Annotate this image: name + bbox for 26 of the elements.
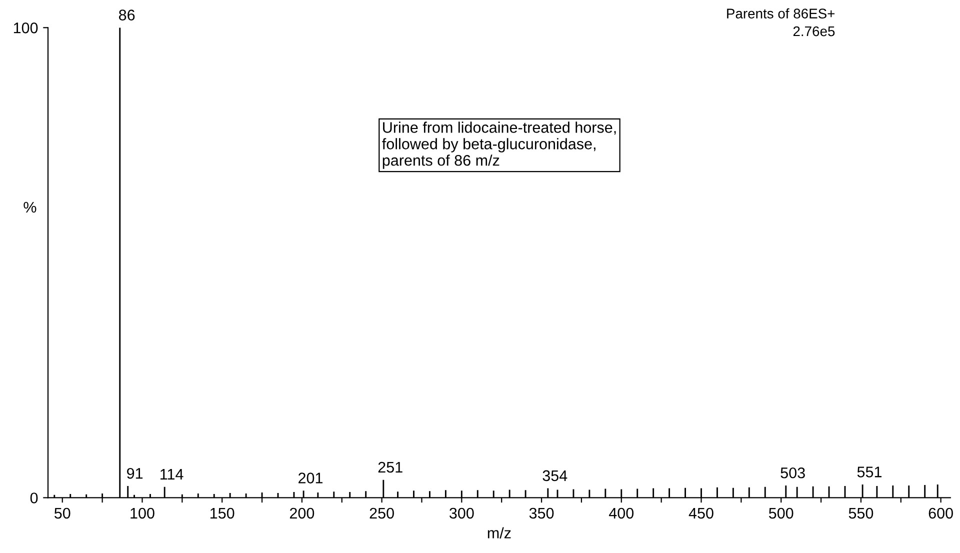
annotation: 2.76e5 <box>793 26 835 36</box>
annotation: 354 <box>542 470 568 482</box>
annotation: 551 <box>857 466 882 478</box>
x-tick-label: 300 <box>450 508 474 519</box>
x-tick-label: 150 <box>210 508 234 519</box>
y-tick-label: 0 <box>30 492 38 504</box>
text: Parents of 86ES+ <box>727 8 835 18</box>
x-tick-label: 350 <box>529 508 554 519</box>
x-tick-label: 450 <box>688 508 714 519</box>
annotation: 91 <box>127 468 143 479</box>
annotation: 86 <box>118 10 135 20</box>
x-tick-label: 550 <box>848 508 874 519</box>
x-tick-label: 50 <box>54 508 70 519</box>
y-axis-title: % <box>24 202 36 213</box>
x-tick-label: 400 <box>608 508 634 519</box>
x-axis-title: m/z <box>488 527 511 538</box>
x-tick-label: 600 <box>928 508 953 519</box>
annotation: 251 <box>378 462 402 473</box>
x-tick-label: 250 <box>370 508 394 519</box>
x-tick-label: 100 <box>130 508 154 519</box>
annotation: 201 <box>298 472 322 484</box>
annotation: 503 <box>780 467 805 478</box>
annotation: Urine from lidocaine-treated horse, followed by beta-glucuronidase, parents of 86 m/z <box>382 122 616 169</box>
x-tick-label: 500 <box>768 508 794 519</box>
x-tick-label: 200 <box>290 508 314 519</box>
annotation: 114 <box>160 469 184 480</box>
